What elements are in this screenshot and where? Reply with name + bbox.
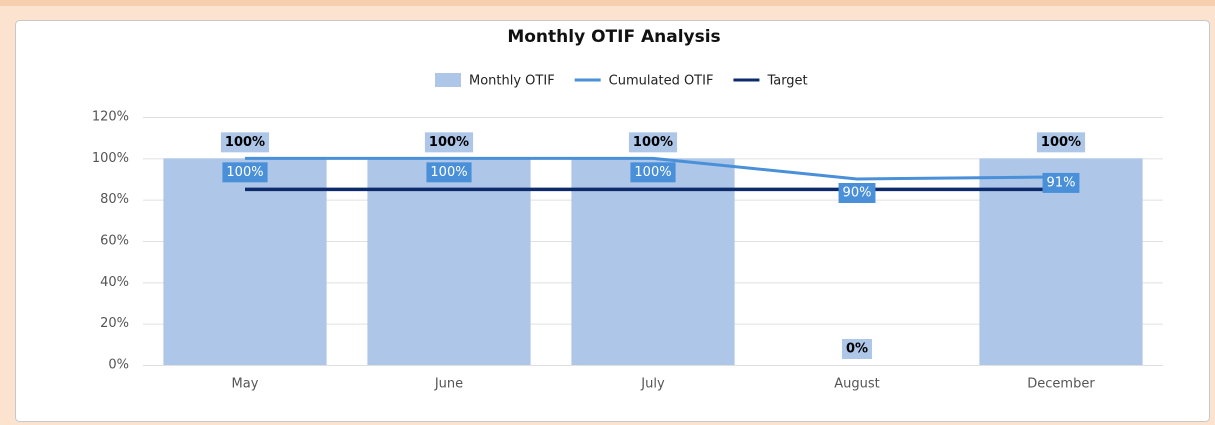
data-label: 100% <box>630 162 676 183</box>
chart-title: Monthly OTIF Analysis <box>507 27 720 47</box>
data-label: 100% <box>424 132 474 153</box>
data-label-bg <box>841 339 873 359</box>
y-tick-label: 0% <box>108 358 129 373</box>
data-label: 100% <box>1036 132 1086 153</box>
data-label-bg <box>1042 172 1080 193</box>
data-label: 100% <box>430 165 467 180</box>
y-tick-label: 20% <box>100 316 129 331</box>
y-tick-label: 40% <box>100 275 129 290</box>
legend: Monthly OTIF Cumulated OTIF Target <box>435 73 808 89</box>
data-label: 100% <box>225 135 265 150</box>
legend-label: Target <box>766 74 807 89</box>
data-label: 100% <box>426 162 472 183</box>
y-tick-label: 60% <box>100 234 129 249</box>
data-label: 100% <box>634 165 671 180</box>
x-tick-label: July <box>640 377 665 392</box>
data-label-bg <box>628 132 678 153</box>
y-tick-label: 120% <box>92 110 129 125</box>
x-tick-label: June <box>434 377 463 392</box>
data-label: 100% <box>222 162 268 183</box>
data-label-bg <box>838 183 876 203</box>
data-label: 100% <box>633 135 673 150</box>
x-tick-label: May <box>232 377 259 392</box>
data-label: 90% <box>843 186 872 201</box>
data-label-bg <box>222 162 268 183</box>
y-tick-label: 80% <box>100 192 129 207</box>
data-label-bg <box>220 132 270 153</box>
data-label-bg <box>1036 132 1086 153</box>
data-label: 90% <box>838 183 876 203</box>
x-tick-label: August <box>834 377 880 392</box>
data-label: 100% <box>1041 135 1081 150</box>
bar <box>571 158 735 365</box>
legend-label: Monthly OTIF <box>469 74 555 89</box>
line <box>245 156 1062 181</box>
data-label: 91% <box>1042 172 1080 193</box>
data-label: 100% <box>429 135 469 150</box>
data-label-bg <box>630 162 676 183</box>
data-label: 100% <box>226 165 263 180</box>
legend-swatch <box>435 73 461 87</box>
legend-label: Cumulated OTIF <box>609 74 714 89</box>
bar <box>163 158 327 365</box>
data-label: 0% <box>841 339 873 359</box>
data-label: 100% <box>220 132 270 153</box>
top-band <box>0 0 1215 6</box>
x-tick-label: December <box>1027 377 1095 392</box>
data-label-bg <box>426 162 472 183</box>
y-tick-label: 100% <box>92 151 129 166</box>
data-label-bg <box>424 132 474 153</box>
data-label: 91% <box>1047 175 1076 190</box>
bar <box>367 158 531 365</box>
data-label: 100% <box>628 132 678 153</box>
data-label: 0% <box>846 342 868 357</box>
